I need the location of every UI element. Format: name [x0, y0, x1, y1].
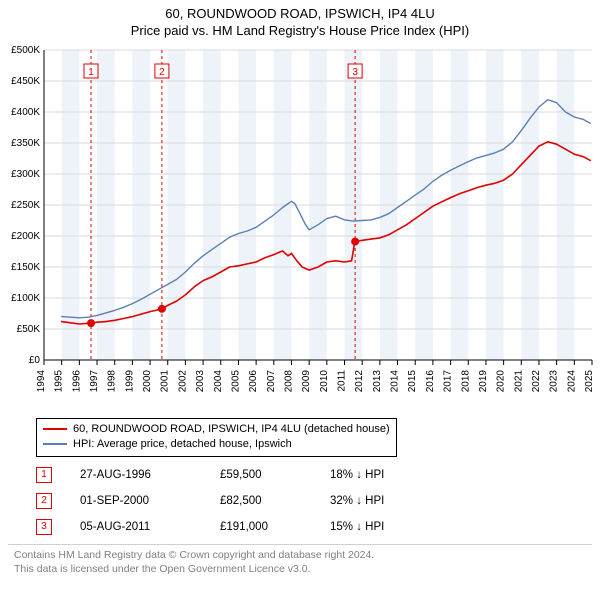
legend-label: 60, ROUNDWOOD ROAD, IPSWICH, IP4 4LU (de…	[73, 422, 390, 437]
y-tick-label: £400K	[11, 107, 40, 118]
y-tick-label: £200K	[11, 231, 40, 242]
sale-date: 27-AUG-1996	[80, 469, 220, 481]
footer: Contains HM Land Registry data © Crown c…	[8, 544, 592, 576]
x-tick-label: 2000	[142, 370, 153, 393]
y-tick-label: £150K	[11, 262, 40, 273]
x-tick-label: 2025	[584, 370, 595, 393]
sale-marker: 1	[36, 467, 52, 483]
legend: 60, ROUNDWOOD ROAD, IPSWICH, IP4 4LU (de…	[36, 418, 397, 457]
x-tick-label: 2019	[478, 370, 489, 393]
x-tick-label: 1996	[71, 370, 82, 393]
sale-price: £59,500	[220, 469, 330, 481]
x-tick-label: 2005	[230, 370, 241, 393]
legend-item: HPI: Average price, detached house, Ipsw…	[43, 437, 390, 452]
sale-marker-number: 1	[88, 67, 94, 78]
sale-price: £191,000	[220, 521, 330, 533]
sales-table: 1 27-AUG-1996£59,50018% ↓ HPI 2 01-SEP-2000…	[36, 462, 384, 540]
x-tick-label: 1999	[124, 370, 135, 393]
y-tick-label: £300K	[11, 169, 40, 180]
x-tick-label: 2008	[283, 370, 294, 393]
x-tick-label: 2016	[425, 370, 436, 393]
sale-row: 1 27-AUG-1996£59,50018% ↓ HPI	[36, 462, 384, 488]
x-tick-label: 2007	[266, 370, 277, 393]
x-tick-label: 2009	[301, 370, 312, 393]
legend-swatch	[43, 428, 67, 430]
x-tick-label: 2021	[513, 370, 524, 393]
x-tick-label: 2010	[319, 370, 330, 393]
legend-label: HPI: Average price, detached house, Ipsw…	[73, 437, 292, 452]
sale-row: 3 05-AUG-2011£191,00015% ↓ HPI	[36, 514, 384, 540]
x-tick-label: 2002	[177, 370, 188, 393]
legend-swatch	[43, 443, 67, 445]
chart-svg: £0 £50K £100K £150K £200K £250K £300K £350K £400…	[0, 44, 600, 414]
sale-row: 2 01-SEP-2000£82,50032% ↓ HPI	[36, 488, 384, 514]
title-line-1: 60, ROUNDWOOD ROAD, IPSWICH, IP4 4LU	[0, 6, 600, 23]
sale-date: 05-AUG-2011	[80, 521, 220, 533]
page: 60, ROUNDWOOD ROAD, IPSWICH, IP4 4LU Pri…	[0, 0, 600, 590]
sale-delta: 18% ↓ HPI	[330, 469, 384, 481]
y-tick-label: £250K	[11, 200, 40, 211]
y-tick-label: £450K	[11, 76, 40, 87]
x-tick-label: 2006	[248, 370, 259, 393]
x-tick-label: 2004	[213, 370, 224, 393]
x-tick-label: 2012	[354, 370, 365, 393]
x-tick-label: 2024	[566, 370, 577, 393]
x-tick-label: 2022	[531, 370, 542, 393]
sale-marker-number: 3	[352, 67, 358, 78]
x-tick-label: 2003	[195, 370, 206, 393]
footer-line-2: This data is licensed under the Open Gov…	[14, 563, 592, 577]
sale-marker: 3	[36, 519, 52, 535]
x-tick-label: 2018	[460, 370, 471, 393]
x-tick-label: 1997	[89, 370, 100, 393]
sale-delta: 32% ↓ HPI	[330, 495, 384, 507]
x-tick-label: 2001	[160, 370, 171, 393]
sale-delta: 15% ↓ HPI	[330, 521, 384, 533]
y-tick-label: £350K	[11, 138, 40, 149]
x-tick-label: 2023	[549, 370, 560, 393]
sale-date: 01-SEP-2000	[80, 495, 220, 507]
y-tick-label: £50K	[17, 324, 41, 335]
legend-item: 60, ROUNDWOOD ROAD, IPSWICH, IP4 4LU (de…	[43, 422, 390, 437]
sale-marker: 2	[36, 493, 52, 509]
x-tick-label: 1995	[54, 370, 65, 393]
y-tick-label: £500K	[11, 45, 40, 56]
sale-price: £82,500	[220, 495, 330, 507]
y-tick-label: £0	[29, 355, 41, 366]
x-tick-label: 2011	[337, 370, 348, 392]
x-tick-label: 2015	[407, 370, 418, 393]
title-line-2: Price paid vs. HM Land Registry's House …	[0, 23, 600, 40]
footer-line-1: Contains HM Land Registry data © Crown c…	[14, 549, 592, 563]
x-tick-label: 1994	[36, 370, 47, 393]
y-tick-label: £100K	[11, 293, 40, 304]
x-tick-label: 1998	[107, 370, 118, 393]
x-tick-label: 2014	[390, 370, 401, 393]
x-tick-label: 2020	[496, 370, 507, 393]
x-tick-label: 2013	[372, 370, 383, 393]
x-tick-label: 2017	[443, 370, 454, 393]
chart: £0 £50K £100K £150K £200K £250K £300K £350K £400…	[0, 44, 600, 414]
chart-title: 60, ROUNDWOOD ROAD, IPSWICH, IP4 4LU Pri…	[0, 0, 600, 40]
sale-marker-number: 2	[159, 67, 165, 78]
